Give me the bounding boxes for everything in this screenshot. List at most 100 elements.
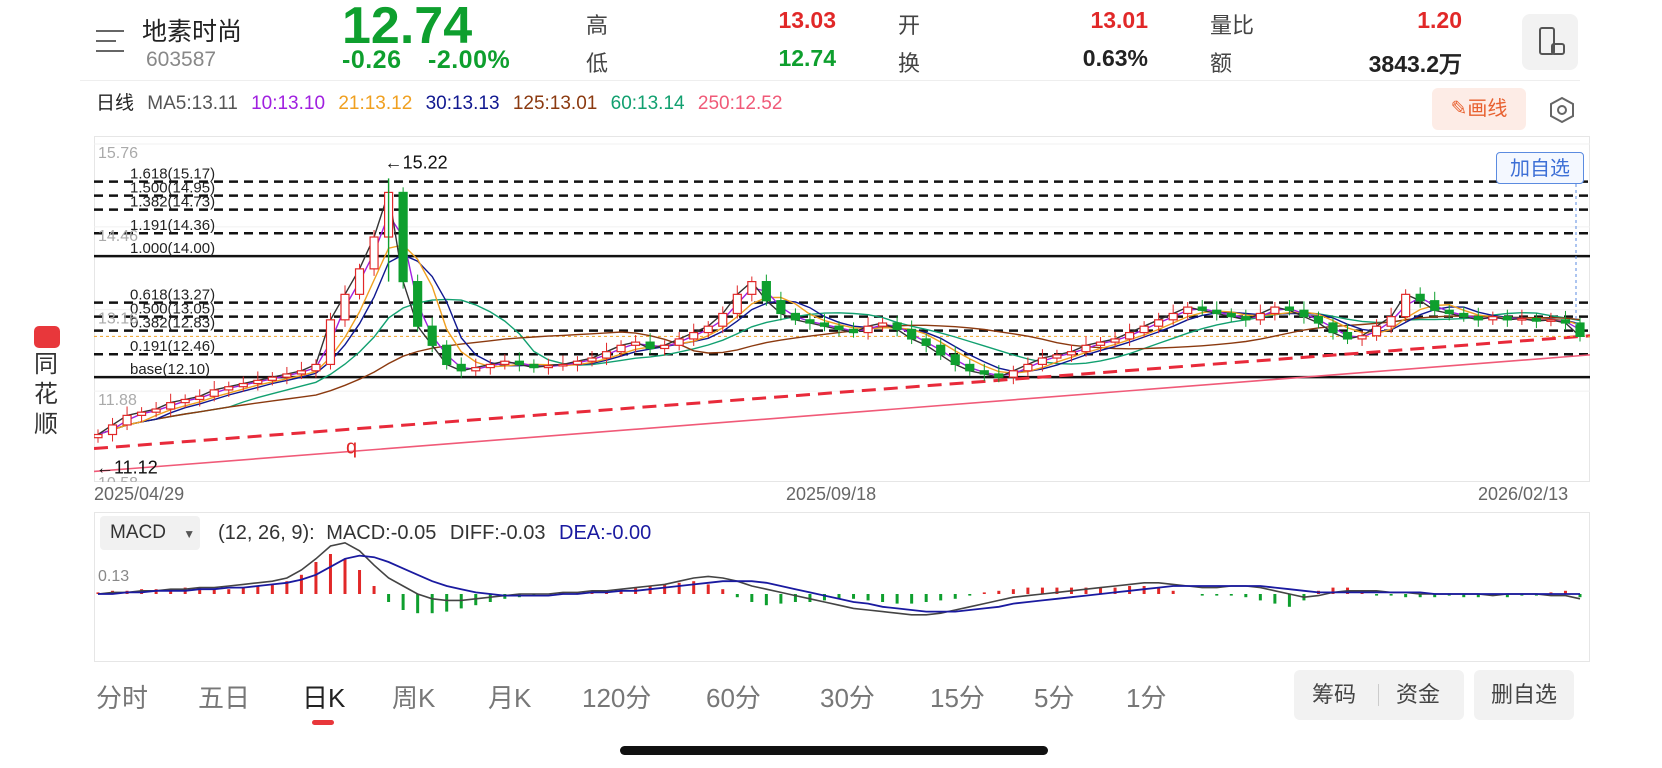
ma5-value: MA5:13.11	[147, 93, 238, 114]
candle-body	[1313, 316, 1324, 324]
caret-down-icon: ▼	[183, 527, 196, 541]
funds-button[interactable]: 资金	[1396, 682, 1441, 707]
candle-body	[122, 414, 132, 426]
candle-body	[921, 338, 931, 346]
candle-body	[1081, 344, 1091, 353]
candle-body	[253, 379, 263, 385]
candle-body	[1284, 306, 1295, 311]
candle-body	[601, 351, 612, 359]
fib-level-label: base(12.10)	[130, 361, 210, 378]
macd-value: MACD:-0.05	[326, 522, 437, 544]
chips-button[interactable]: 筹码	[1312, 682, 1357, 707]
ths-logo-icon[interactable]	[34, 326, 60, 348]
trend-dash-line	[94, 334, 1590, 451]
candle-body	[514, 360, 524, 366]
menu-icon[interactable]	[96, 28, 126, 54]
tab-120min[interactable]: 120分	[582, 683, 652, 713]
fib-level-label: 1.382(14.73)	[130, 194, 215, 211]
date-start: 2025/04/29	[94, 484, 185, 504]
tab-30min[interactable]: 30分	[820, 683, 875, 713]
candle-body	[369, 236, 379, 270]
candle-body	[151, 408, 161, 413]
candle-body	[805, 319, 815, 324]
candle-body	[1517, 317, 1527, 321]
tab-5min[interactable]: 5分	[1034, 683, 1075, 713]
fib-level-label: 0.618(13.27)	[130, 287, 215, 304]
candle-body	[848, 328, 859, 334]
high-label: 高	[586, 13, 609, 38]
candle-body	[1212, 309, 1222, 315]
stock-name: 地素时尚	[142, 18, 243, 46]
candle-body	[1546, 319, 1556, 322]
candle-body	[732, 293, 742, 315]
candle-body	[703, 325, 713, 334]
candle-body	[950, 354, 960, 366]
tab-weekly-k[interactable]: 周K	[392, 683, 436, 713]
candle-body	[747, 281, 757, 295]
tab-intraday[interactable]: 分时	[96, 683, 149, 713]
candle-body	[136, 411, 147, 416]
open-value: 13.01	[1090, 7, 1148, 33]
candle-body	[660, 344, 670, 350]
add-watchlist-button[interactable]: 加自选	[1496, 152, 1584, 184]
amount-label: 额	[1210, 51, 1233, 76]
tab-five-day[interactable]: 五日	[198, 683, 251, 713]
candle-body	[1502, 316, 1512, 321]
y-tick-label: 10.58	[98, 475, 138, 482]
dea-line	[98, 554, 1580, 613]
candle-body	[1342, 331, 1353, 340]
fib-level-label: 1.500(14.95)	[130, 180, 215, 197]
candle-body	[1444, 309, 1454, 315]
fib-level-label: 0.500(13.05)	[130, 301, 215, 318]
candle-body	[1139, 325, 1149, 334]
stock-code: 603587	[146, 48, 217, 71]
candle-body	[936, 344, 946, 356]
tab-1min[interactable]: 1分	[1126, 683, 1167, 713]
candle-body	[1473, 316, 1483, 321]
settings-icon[interactable]	[1548, 96, 1576, 124]
current-price: 12.74	[342, 0, 473, 55]
candle-body	[238, 382, 248, 388]
tab-monthly-k[interactable]: 月K	[488, 683, 532, 713]
macd-chart[interactable]: 0.13	[94, 512, 1590, 662]
candle-body	[325, 319, 336, 366]
candle-body	[195, 395, 205, 401]
tab-daily-k[interactable]: 日K	[302, 683, 346, 713]
ma-indicator-row: 日线 MA5:13.11 10:13.10 21:13.12 30:13.13 …	[96, 88, 790, 115]
candle-body	[776, 300, 786, 315]
header-divider	[80, 80, 1580, 81]
ma250-value: 250:12.52	[697, 93, 783, 114]
chart-frame	[94, 136, 1590, 482]
ma21-line	[97, 244, 1581, 436]
open-label: 开	[898, 13, 921, 38]
amount-value: 3843.2万	[1368, 51, 1462, 77]
date-mid: 2025/09/18	[786, 484, 877, 504]
candle-body	[718, 312, 728, 327]
candle-body	[790, 312, 801, 321]
candle-body	[1560, 319, 1571, 324]
candle-body	[674, 338, 684, 346]
draw-line-button[interactable]: ✎画线	[1432, 88, 1526, 130]
fib-level-label: 1.191(14.36)	[130, 217, 215, 234]
candle-body	[500, 360, 510, 366]
delete-watchlist-button[interactable]: 删自选	[1474, 670, 1574, 720]
candle-body	[1052, 354, 1062, 359]
candle-body	[1154, 319, 1164, 327]
ma21-value: 21:13.12	[338, 93, 413, 114]
price-change-pct: -2.00%	[428, 46, 511, 74]
device-switch-button[interactable]	[1522, 14, 1578, 70]
candle-body	[1183, 306, 1193, 315]
kline-chart[interactable]: 1.618(15.17)1.500(14.95)1.382(14.73) 1.19…	[94, 136, 1590, 482]
candle-body	[543, 365, 554, 369]
candle-body	[877, 322, 888, 327]
indicator-select[interactable]: MACD ▼	[100, 516, 200, 550]
candle-body	[1430, 300, 1440, 311]
candle-body	[442, 344, 452, 366]
candle-body	[296, 370, 307, 375]
low-label: 低	[586, 51, 609, 76]
candle-body	[94, 433, 103, 439]
high-value: 13.03	[778, 7, 836, 33]
tab-15min[interactable]: 15分	[930, 683, 985, 713]
candle-body	[979, 370, 989, 375]
tab-60min[interactable]: 60分	[706, 683, 761, 713]
